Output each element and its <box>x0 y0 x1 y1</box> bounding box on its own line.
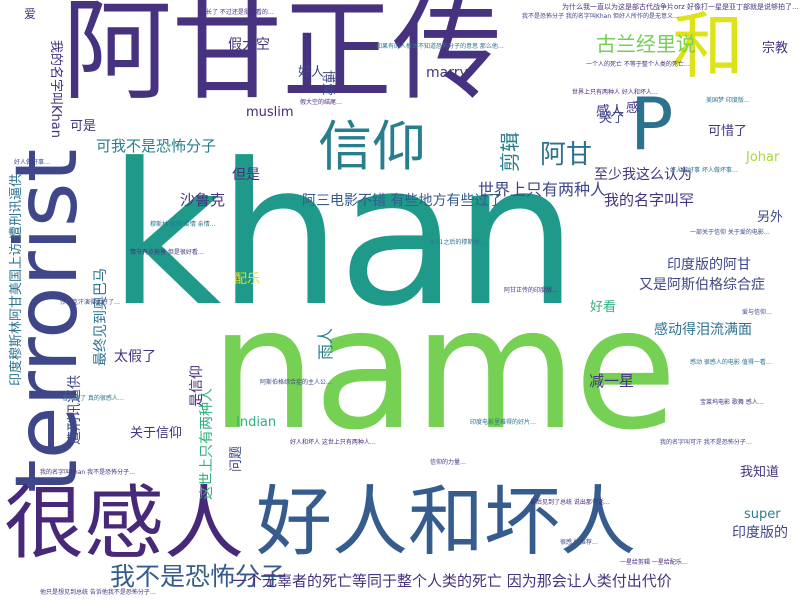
word-sha-lu-ke: 沙鲁克 <box>180 191 226 209</box>
word-wo-zhi-dao: 我知道 <box>740 465 780 480</box>
word-wo-de-ming-zi-jiao-han: 我的名字叫罕 <box>604 191 695 209</box>
word-ke-xi-le: 可惜了 <box>708 124 748 139</box>
tiny-phrase: 爱与信仰… <box>742 309 773 316</box>
word-name: name <box>210 271 677 467</box>
word-jia-da-kong: 假大空 <box>228 37 270 53</box>
word-gan-ren: 感人 <box>596 104 624 120</box>
tiny-phrase: 信仰的力量… <box>430 459 467 466</box>
word-zui-zhong-jian-dao: 最终见到奥巴马 <box>93 268 109 366</box>
word-guan-yu-xin-yang: 关于信仰 <box>130 426 183 441</box>
word-a-gan: 阿甘 <box>540 140 593 170</box>
tiny-phrase: 他只是想见到总统 告诉他我不是恐怖分子… <box>40 589 156 596</box>
tiny-phrase: 宝莱坞电影 歌舞 感人… <box>700 399 764 406</box>
tiny-phrase: 我不是恐怖分子 我的名字叫Khan 但好人所作的是无意义… <box>522 13 680 20</box>
word-indian: Indian <box>236 415 277 430</box>
word-gan-dong: 感动得泪流满面 <box>654 322 752 338</box>
tiny-phrase: 穆斯林 信仰 爱情 亲情… <box>150 221 216 228</box>
tiny-phrase: 好人和坏人 这世上只有两种人… <box>290 439 376 446</box>
tiny-phrase: 美国梦 印度版… <box>706 97 750 104</box>
word-xin-yang: 信仰 <box>318 115 426 178</box>
tiny-phrase: 我的名字叫Khan 我不是恐怖分子… <box>40 469 136 476</box>
tiny-phrase: 假大空的结尾… <box>300 99 343 106</box>
word-pei-le: 配乐 <box>234 272 261 287</box>
tiny-phrase: 好人做好事 坏人做坏事… <box>670 167 738 174</box>
word-ling-wai: 另外 <box>757 210 784 225</box>
word-ke-shi: 可是 <box>70 119 97 134</box>
tiny-phrase: 阿甘正传的印度版… <box>504 287 559 294</box>
tiny-phrase: 9·11之后的穆斯林… <box>430 239 486 246</box>
word-marry: marry <box>426 65 468 81</box>
word-zhe-shi-jie: 这世上只有两种人 <box>199 388 215 500</box>
word-a-gan-zheng-zhuan: 阿甘正传 <box>62 0 502 115</box>
tiny-phrase: 世界上只有两种人 好人和坏人… <box>572 89 658 96</box>
word-zao-xing-xun: 遭刑讯逼供 <box>67 375 83 445</box>
word-ke-wo-bu-shi: 可我不是恐怖分子 <box>96 137 217 155</box>
word-super: super <box>744 507 781 522</box>
tiny-phrase: 为什么我一直以为这是部古代战争片orz 好像打一星是亚丁部就是说够拍了… <box>562 3 800 11</box>
tiny-phrase: 我的名字叫可汗 我不是恐怖分子… <box>660 439 752 446</box>
word-wo-bu-shi-kong-bu-fen-zi: 我不是恐怖分子 <box>110 562 286 591</box>
word-yu-ren: 雨人 <box>316 327 335 360</box>
word-tai-jia-le: 太假了 <box>114 349 156 365</box>
word-gu-lan-jing-li-shuo: 古兰经里说 <box>596 32 696 56</box>
word-dan-shi: 但是 <box>232 167 260 183</box>
tiny-phrase: 感动 很感人的电影 值得一看… <box>690 359 772 366</box>
word-zong-jiao: 宗教 <box>762 41 789 56</box>
tiny-phrase: 如果有的人根本不知道恐怖分子的意思 那么他… <box>376 43 504 50</box>
word-gan: 感 <box>626 101 640 116</box>
tiny-phrase: 阿斯伯格综合症的主人公… <box>260 379 333 386</box>
tiny-phrase: 很感人 推荐… <box>560 539 598 546</box>
tiny-phrase: 印度电影里难得的好片… <box>470 419 537 426</box>
word-khan: khan <box>108 122 578 350</box>
word-yi-ge-wu-gu-zhe: 一个无辜者的死亡等同于整个人类的死亡 因为那会让人类付出代价 <box>232 572 672 590</box>
word-wo-de-ming-zi-jiao-khan: 我的名字叫Khan <box>48 40 63 138</box>
word-bo-ai: 博爱 <box>320 70 335 97</box>
word-p: P <box>630 82 674 166</box>
word-yin-du-ban-de: 印度版的 <box>732 525 788 541</box>
word-you-shi: 又是阿斯伯格综合症 <box>639 277 765 293</box>
word-zhi-shao-wo: 至少我这么认为 <box>594 167 692 183</box>
word-yin-du-mu-si-lin: 印度穆斯林阿甘美国上访 遭刑讯逼供 <box>9 173 24 386</box>
tiny-phrase: 好人做好事… <box>14 159 51 166</box>
tiny-phrase: 一星给剪辑 一星给配乐… <box>620 559 688 566</box>
word-johar: Johar <box>746 150 780 165</box>
tiny-phrase: 情节有点拖沓 但是很好看… <box>130 249 204 256</box>
tiny-phrase: 最后见到了总统 说出那句话… <box>530 499 610 506</box>
word-ku-le: 哭了 <box>599 111 626 126</box>
tiny-phrase: 看完哭了 真的很感人… <box>62 395 124 402</box>
tiny-phrase: 太长了 不过还是挺好看的… <box>200 9 274 16</box>
tiny-phrase: 一个人的死亡 不等于整个人类的死亡… <box>586 61 690 68</box>
word-hao-kan: 好看 <box>590 300 617 315</box>
word-ai: 爱 <box>24 7 37 21</box>
tiny-phrase: 沙鲁克汗演得太好了… <box>60 299 121 306</box>
word-a-san-dian-ying: 阿三电影不错 有些地方有些过了 <box>302 193 503 209</box>
word-jian-ji: 剪辑 <box>498 132 522 172</box>
word-he: 和 <box>672 4 745 88</box>
tiny-phrase: 一部关于信仰 关于爱的电影… <box>690 229 770 236</box>
word-wen-ti: 问题 <box>229 445 244 472</box>
word-shi-jie-shang: 世界上只有两种人 <box>478 180 607 199</box>
word-hao-ren-he-huai-ren: 好人和坏人 <box>256 477 636 566</box>
word-hen-gan-ren: 很感人 <box>4 477 244 570</box>
word-jian-yi-xing: 减一星 <box>589 372 635 390</box>
word-muslim: muslim <box>246 105 294 120</box>
word-yin-du-ban-de-a-gan: 印度版的阿甘 <box>667 257 751 273</box>
word-hao-ren: 好人 <box>298 65 325 80</box>
